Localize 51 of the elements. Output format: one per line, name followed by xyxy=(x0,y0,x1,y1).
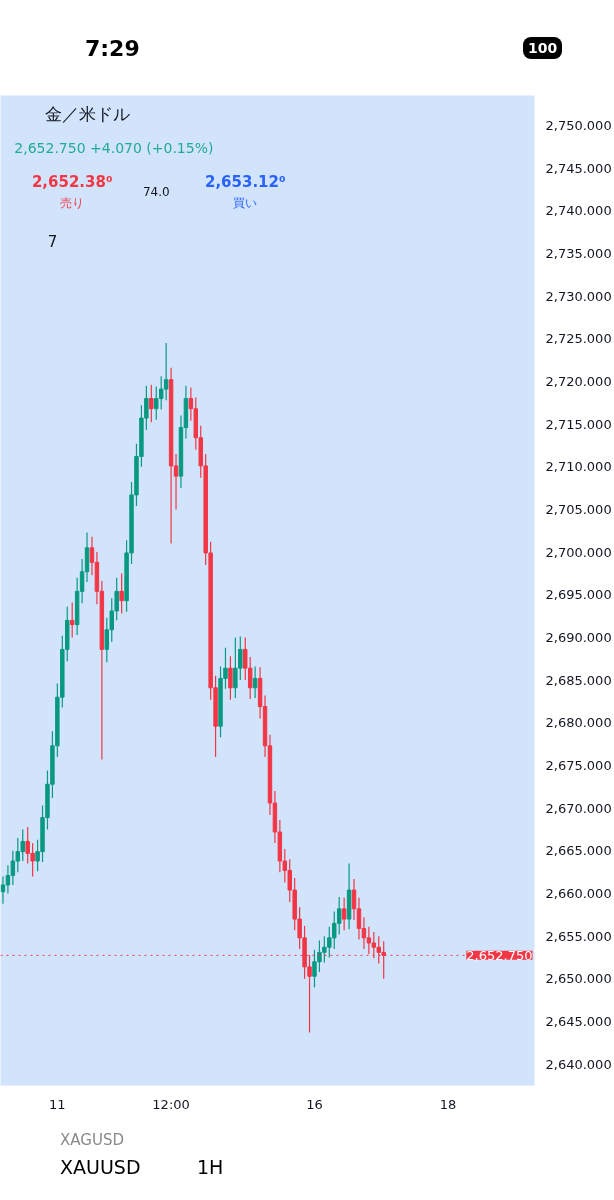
y-tick-label: 2,660.000 xyxy=(545,885,612,901)
candlestick xyxy=(5,864,11,895)
candlestick xyxy=(149,384,154,423)
y-tick-label: 2,740.000 xyxy=(545,203,612,219)
y-tick-label: 2,655.000 xyxy=(545,928,612,944)
candlestick xyxy=(336,896,342,936)
y-tick-label: 2,675.000 xyxy=(545,757,612,773)
y-tick-label: 2,680.000 xyxy=(545,715,612,731)
y-tick-label: 2,715.000 xyxy=(545,416,612,432)
y-tick-label: 2,725.000 xyxy=(545,331,612,347)
y-tick-label: 2,735.000 xyxy=(545,245,612,261)
candlestick xyxy=(163,342,169,401)
candlestick xyxy=(252,665,258,699)
candlestick xyxy=(341,897,347,931)
y-tick-label: 2,750.000 xyxy=(545,117,612,133)
candlestick xyxy=(228,655,233,701)
annotation: 74.0 xyxy=(142,185,170,200)
y-tick-label: 2,695.000 xyxy=(545,587,612,603)
x-tick-label: 16 xyxy=(306,1096,323,1112)
candlestick xyxy=(69,601,75,639)
x-tick-label: 12:00 xyxy=(152,1096,190,1112)
y-tick-label: 2,700.000 xyxy=(545,544,612,560)
text: 7:29 xyxy=(85,35,140,63)
text: 2,652.750 +4.070 (+0.15%) xyxy=(14,140,214,157)
annotation: 買い xyxy=(233,196,258,211)
y-tick-label: 2,710.000 xyxy=(545,459,612,475)
y-tick-label: 2,705.000 xyxy=(545,501,612,517)
text: XAGUSD xyxy=(60,1130,124,1151)
y-tick-label: 2,665.000 xyxy=(545,843,612,859)
candlestick xyxy=(119,572,124,615)
y-tick-label: 2,650.000 xyxy=(545,971,612,987)
text: XAUUSD xyxy=(60,1155,141,1180)
annotation: 売り xyxy=(60,196,85,211)
x-tick-label: 18 xyxy=(439,1096,457,1112)
y-tick-label: 2,720.000 xyxy=(545,373,612,389)
candlestick xyxy=(0,875,6,905)
y-tick-label: 2,690.000 xyxy=(545,629,612,645)
text: 100 xyxy=(523,37,563,59)
y-tick-label: 2,730.000 xyxy=(545,288,612,304)
y-tick-label: 2,645.000 xyxy=(545,1013,612,1029)
y-tick-label: 2,670.000 xyxy=(545,800,612,816)
text: 1H xyxy=(197,1155,224,1180)
y-tick-label: 2,640.000 xyxy=(545,1056,612,1072)
annotation: 7 xyxy=(47,233,58,252)
text: 金／米ドル xyxy=(45,104,130,125)
annotation: 2,652.38⁰ xyxy=(31,172,113,191)
annotation: 2,653.12⁰ xyxy=(204,172,286,191)
x-tick-label: 11 xyxy=(49,1096,66,1112)
y-tick-label: 2,745.000 xyxy=(545,160,612,176)
ref-line-label: 2,652.750 xyxy=(466,947,533,963)
y-tick-label: 2,685.000 xyxy=(545,672,612,688)
